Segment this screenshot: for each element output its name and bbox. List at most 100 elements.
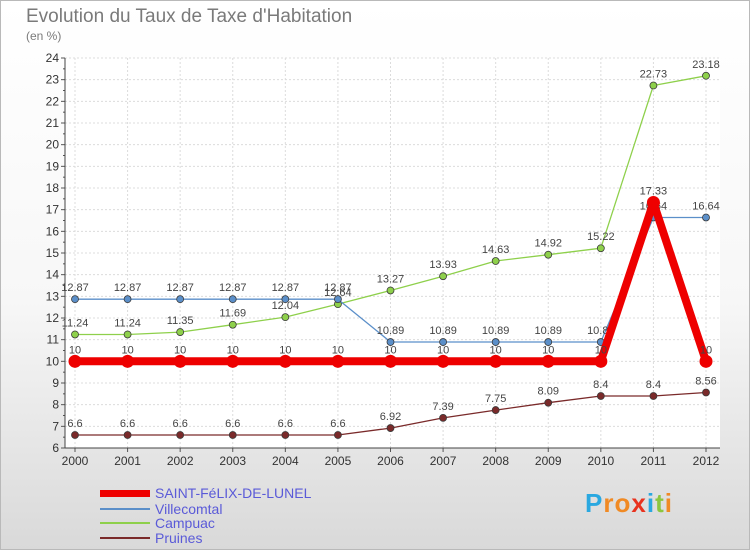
x-tick-label: 2003 bbox=[219, 454, 246, 468]
x-tick-label: 2012 bbox=[693, 454, 720, 468]
data-point-campuac bbox=[386, 286, 395, 295]
data-label-pruines: 6.92 bbox=[380, 411, 401, 423]
data-label-saint-f-lix-de-lunel: 10 bbox=[279, 344, 291, 356]
data-label-villecomtal: 12.87 bbox=[219, 282, 247, 294]
data-point-campuac bbox=[439, 272, 447, 281]
legend-item-villecomtal: Villecomtal bbox=[100, 501, 222, 517]
data-point-villecomtal bbox=[123, 295, 132, 304]
series-villecomtal: 12.87 12.87 12.87 12.87 12.87 12.87 10.89 10.89… bbox=[61, 200, 720, 346]
data-point-campuac bbox=[71, 330, 79, 339]
data-point-saint-f-lix-de-lunel bbox=[384, 354, 397, 368]
chart-subtitle: (en %) bbox=[26, 29, 62, 43]
data-label-pruines: 6.6 bbox=[330, 418, 345, 430]
data-point-saint-f-lix-de-lunel bbox=[541, 354, 555, 368]
data-point-campuac bbox=[491, 257, 500, 265]
y-tick-label: 6 bbox=[52, 441, 59, 455]
y-tick-label: 21 bbox=[46, 116, 60, 130]
data-point-villecomtal bbox=[491, 338, 500, 346]
data-point-saint-f-lix-de-lunel bbox=[278, 354, 292, 368]
data-label-campuac: 11.35 bbox=[167, 315, 194, 327]
x-tick-label: 2000 bbox=[62, 454, 89, 468]
legend-item-campuac: Campuac bbox=[100, 515, 215, 531]
y-tick-label: 8 bbox=[52, 398, 59, 412]
data-label-pruines: 8.4 bbox=[593, 379, 608, 391]
data-point-villecomtal bbox=[439, 338, 447, 346]
data-point-saint-f-lix-de-lunel bbox=[594, 354, 608, 368]
y-tick-label: 7 bbox=[52, 419, 59, 433]
data-point-pruines bbox=[281, 431, 290, 439]
x-tick-label: 2004 bbox=[272, 454, 299, 468]
data-point-saint-f-lix-de-lunel bbox=[173, 354, 187, 368]
data-label-pruines: 8.09 bbox=[538, 386, 559, 398]
data-label-pruines: 7.39 bbox=[432, 401, 453, 413]
data-point-pruines bbox=[491, 406, 500, 414]
data-point-villecomtal bbox=[281, 295, 290, 304]
legend-swatch-campuac bbox=[100, 522, 150, 524]
brand-letter: i bbox=[664, 488, 673, 518]
data-label-pruines: 7.75 bbox=[485, 393, 506, 405]
data-point-pruines bbox=[439, 413, 447, 422]
data-point-saint-f-lix-de-lunel bbox=[699, 354, 713, 368]
brand-letter: x bbox=[631, 488, 647, 518]
data-label-saint-f-lix-de-lunel: 10 bbox=[332, 344, 344, 356]
data-point-villecomtal bbox=[386, 338, 395, 346]
y-tick-label: 14 bbox=[46, 268, 60, 282]
data-point-pruines bbox=[176, 431, 185, 439]
data-point-campuac bbox=[702, 71, 710, 80]
data-label-saint-f-lix-de-lunel: 10 bbox=[384, 344, 396, 356]
data-point-saint-f-lix-de-lunel bbox=[68, 354, 82, 368]
data-label-pruines: 6.6 bbox=[67, 418, 82, 430]
data-label-saint-f-lix-de-lunel: 10 bbox=[542, 344, 554, 356]
data-label-campuac: 13.93 bbox=[429, 259, 457, 271]
data-label-campuac: 14.92 bbox=[534, 238, 562, 250]
y-tick-label: 11 bbox=[47, 333, 60, 347]
data-point-villecomtal bbox=[176, 295, 185, 304]
y-tick-label: 18 bbox=[46, 181, 60, 195]
y-tick-label: 15 bbox=[46, 246, 60, 260]
data-label-saint-f-lix-de-lunel: 10 bbox=[227, 344, 239, 356]
y-tick-label: 13 bbox=[46, 289, 60, 303]
data-label-villecomtal: 10.89 bbox=[482, 325, 510, 337]
legend-label-villecomtal: Villecomtal bbox=[155, 501, 223, 517]
x-tick-label: 2011 bbox=[641, 454, 667, 468]
data-label-saint-f-lix-de-lunel: 17.33 bbox=[640, 186, 668, 198]
data-label-campuac: 12.04 bbox=[272, 300, 300, 312]
legend-item-pruines: Pruines bbox=[100, 530, 202, 546]
brand-letter: P bbox=[585, 488, 604, 518]
data-point-saint-f-lix-de-lunel bbox=[331, 354, 345, 368]
data-label-saint-f-lix-de-lunel: 10 bbox=[69, 344, 81, 356]
legend-label-pruines: Pruines bbox=[155, 530, 203, 546]
data-label-villecomtal: 10.89 bbox=[377, 325, 405, 337]
data-point-campuac bbox=[123, 330, 132, 339]
data-point-pruines bbox=[649, 392, 658, 400]
data-point-villecomtal bbox=[544, 338, 553, 346]
data-point-campuac bbox=[649, 81, 658, 90]
data-point-campuac bbox=[228, 320, 237, 329]
y-tick-label: 19 bbox=[46, 159, 60, 173]
data-label-villecomtal: 12.87 bbox=[114, 282, 142, 294]
data-label-villecomtal: 12.87 bbox=[272, 282, 300, 294]
data-label-campuac: 23.18 bbox=[692, 59, 720, 71]
data-label-pruines: 6.6 bbox=[278, 418, 293, 430]
y-tick-label: 12 bbox=[46, 311, 60, 325]
data-label-campuac: 12.64 bbox=[324, 287, 352, 299]
data-point-villecomtal bbox=[71, 295, 79, 304]
legend-swatch-pruines bbox=[100, 537, 150, 539]
data-point-villecomtal bbox=[334, 295, 342, 304]
data-point-campuac bbox=[281, 313, 290, 322]
data-label-villecomtal: 12.87 bbox=[61, 282, 89, 294]
y-tick-label: 23 bbox=[46, 73, 60, 87]
x-tick-label: 2001 bbox=[114, 454, 141, 468]
data-point-campuac bbox=[544, 250, 553, 259]
data-point-villecomtal bbox=[228, 295, 237, 304]
series-campuac: 11.24 11.24 11.35 11.69 12.04 12.64 13.27 13.93… bbox=[62, 59, 720, 339]
brand-letter: i bbox=[646, 488, 656, 518]
data-point-saint-f-lix-de-lunel bbox=[489, 354, 503, 368]
data-point-campuac bbox=[596, 244, 605, 253]
data-point-saint-f-lix-de-lunel bbox=[436, 354, 450, 368]
legend-label-saint-felix: SAINT-FéLIX-DE-LUNEL bbox=[155, 485, 312, 501]
data-label-villecomtal: 10.89 bbox=[534, 325, 562, 337]
chart-title: Evolution du Taux de Taxe d'Habitation bbox=[26, 6, 353, 27]
data-point-pruines bbox=[386, 424, 395, 432]
brand-letter: t bbox=[655, 488, 665, 518]
